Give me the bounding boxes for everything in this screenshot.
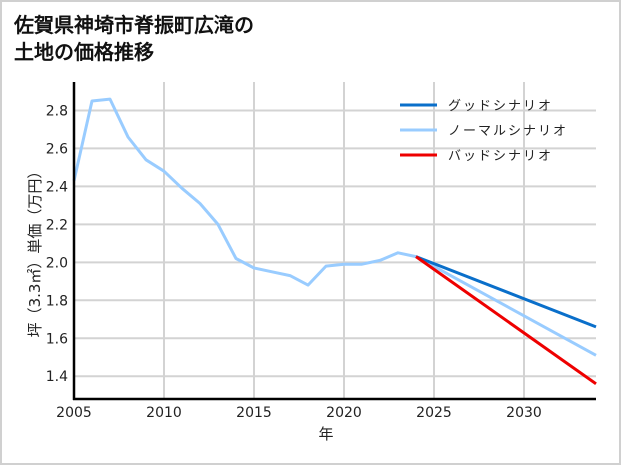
x-tick-label: 2005 — [56, 405, 92, 421]
x-tick-label: 2015 — [236, 405, 272, 421]
y-tick-label: 2.6 — [46, 141, 68, 157]
legend-label: グッドシナリオ — [448, 99, 553, 114]
series-line — [415, 255, 597, 329]
series-line — [72, 97, 597, 357]
x-tick-label: 2025 — [416, 405, 452, 421]
tick-labels: 1.4 1.6 1.8 2.0 2.2 2.4 2.6 2.8 2005 2010 2015 2020… — [46, 103, 542, 421]
y-tick-label: 2.4 — [46, 179, 68, 195]
data-series — [72, 97, 597, 386]
legend-label: バッドシナリオ — [448, 149, 553, 164]
y-tick-label: 2.0 — [46, 255, 68, 271]
axes — [72, 82, 596, 401]
x-tick-label: 2010 — [146, 405, 182, 421]
legend-label: ノーマルシナリオ — [448, 124, 568, 139]
chart-title: 佐賀県神埼市脊振町広滝の 土地の価格推移 — [14, 13, 254, 64]
y-tick-label: 2.8 — [46, 103, 68, 119]
x-tick-label: 2020 — [326, 405, 362, 421]
y-axis-label: 坪（3.3㎡）単価（万円） — [26, 164, 44, 338]
x-tick-label: 2030 — [506, 405, 542, 421]
gridlines — [74, 82, 596, 399]
series-line — [415, 255, 597, 386]
y-tick-label: 1.8 — [46, 293, 68, 309]
y-tick-label: 1.6 — [46, 331, 68, 347]
y-tick-label: 2.2 — [46, 217, 68, 233]
y-tick-label: 1.4 — [46, 369, 68, 385]
x-axis-label: 年 — [318, 425, 333, 443]
